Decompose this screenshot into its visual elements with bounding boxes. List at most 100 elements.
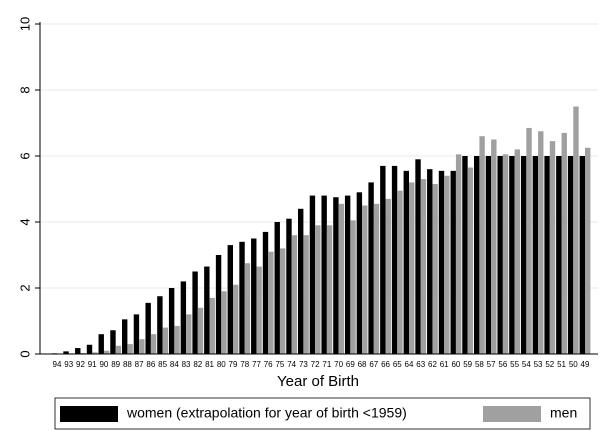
- bar: [127, 344, 133, 354]
- x-tick-label: 82: [193, 360, 202, 369]
- bar: [215, 255, 222, 354]
- x-tick-label: 89: [111, 360, 120, 369]
- x-tick-label: 80: [217, 360, 226, 369]
- bar: [98, 334, 104, 354]
- x-tick-label: 87: [135, 360, 144, 369]
- bar: [391, 165, 398, 354]
- legend-swatch: [483, 406, 541, 422]
- bar: [268, 251, 274, 354]
- x-tick-label: 92: [76, 360, 85, 369]
- x-tick-label: 74: [287, 360, 296, 369]
- bar: [197, 307, 204, 354]
- legend-label: men: [550, 405, 577, 421]
- x-tick-label: 64: [405, 360, 414, 369]
- bar: [491, 139, 497, 354]
- bar: [204, 266, 210, 354]
- y-tick-label: 4: [17, 218, 32, 225]
- x-tick-label: 78: [240, 360, 249, 369]
- bar: [479, 136, 485, 354]
- bar: [585, 147, 591, 354]
- bar: [567, 156, 574, 354]
- x-tick-label: 71: [322, 360, 331, 369]
- bar: [333, 197, 339, 354]
- bar: [321, 195, 327, 354]
- x-tick-label: 91: [88, 360, 97, 369]
- x-tick-label: 73: [299, 360, 308, 369]
- bar: [139, 339, 145, 354]
- bar: [286, 218, 292, 354]
- x-tick-label: 75: [275, 360, 284, 369]
- bar: [256, 266, 262, 354]
- bar: [168, 288, 175, 354]
- x-tick-label: 67: [369, 360, 378, 369]
- x-tick-label: 53: [534, 360, 543, 369]
- bar: [303, 235, 309, 354]
- bar: [174, 325, 180, 354]
- x-tick-label: 84: [170, 360, 179, 369]
- bar: [180, 281, 187, 354]
- bar: [279, 248, 286, 354]
- x-tick-label: 51: [557, 360, 566, 369]
- x-tick-label: 83: [182, 360, 191, 369]
- bar: [239, 241, 245, 354]
- bar: [397, 190, 403, 354]
- bar: [150, 334, 157, 354]
- bar: [122, 319, 128, 354]
- x-tick-label: 56: [498, 360, 507, 369]
- bar: [579, 156, 585, 354]
- y-tick-label: 0: [17, 350, 32, 357]
- bar: [467, 167, 474, 354]
- bar: [420, 179, 427, 354]
- bar: [438, 170, 445, 354]
- bar: [110, 330, 116, 354]
- x-tick-label: 55: [510, 360, 519, 369]
- x-tick-label: 70: [334, 360, 343, 369]
- bar: [502, 154, 509, 354]
- x-tick-label: 81: [205, 360, 214, 369]
- bar: [221, 291, 227, 354]
- bar: [427, 169, 433, 354]
- bar: [298, 208, 304, 354]
- bar: [409, 182, 415, 354]
- bar: [233, 284, 239, 354]
- bar: [274, 222, 280, 354]
- bar: [344, 195, 351, 354]
- bar: [373, 203, 380, 354]
- bar: [209, 297, 215, 354]
- bar: [162, 327, 168, 354]
- x-tick-label: 72: [311, 360, 320, 369]
- x-tick-label: 68: [358, 360, 367, 369]
- x-tick-label: 94: [53, 360, 62, 369]
- x-tick-label: 76: [264, 360, 273, 369]
- x-tick-label: 65: [393, 360, 402, 369]
- bar: [561, 132, 567, 354]
- bar: [544, 156, 550, 354]
- bar: [556, 156, 562, 354]
- bar: [251, 238, 257, 354]
- x-tick-label: 50: [569, 360, 578, 369]
- bar: [75, 348, 81, 354]
- x-tick-label: 79: [229, 360, 238, 369]
- x-tick-label: 61: [440, 360, 449, 369]
- bar: [356, 192, 363, 354]
- bar: [485, 156, 492, 354]
- bar: [509, 156, 515, 354]
- bar: [474, 156, 480, 354]
- legend-label: women (extrapolation for year of birth <…: [126, 405, 407, 421]
- bar: [244, 263, 251, 354]
- bar: [455, 154, 462, 354]
- y-tick-label: 8: [17, 86, 32, 93]
- x-tick-label: 62: [428, 360, 437, 369]
- bar: [573, 106, 579, 354]
- x-tick-label: 66: [381, 360, 390, 369]
- bar: [103, 350, 110, 354]
- bar: [227, 245, 233, 354]
- bar: [385, 198, 391, 354]
- bar: [145, 302, 151, 354]
- bar: [450, 170, 456, 354]
- bar: [133, 314, 140, 354]
- bar: [350, 220, 356, 354]
- bar: [520, 156, 527, 354]
- bar: [380, 165, 386, 354]
